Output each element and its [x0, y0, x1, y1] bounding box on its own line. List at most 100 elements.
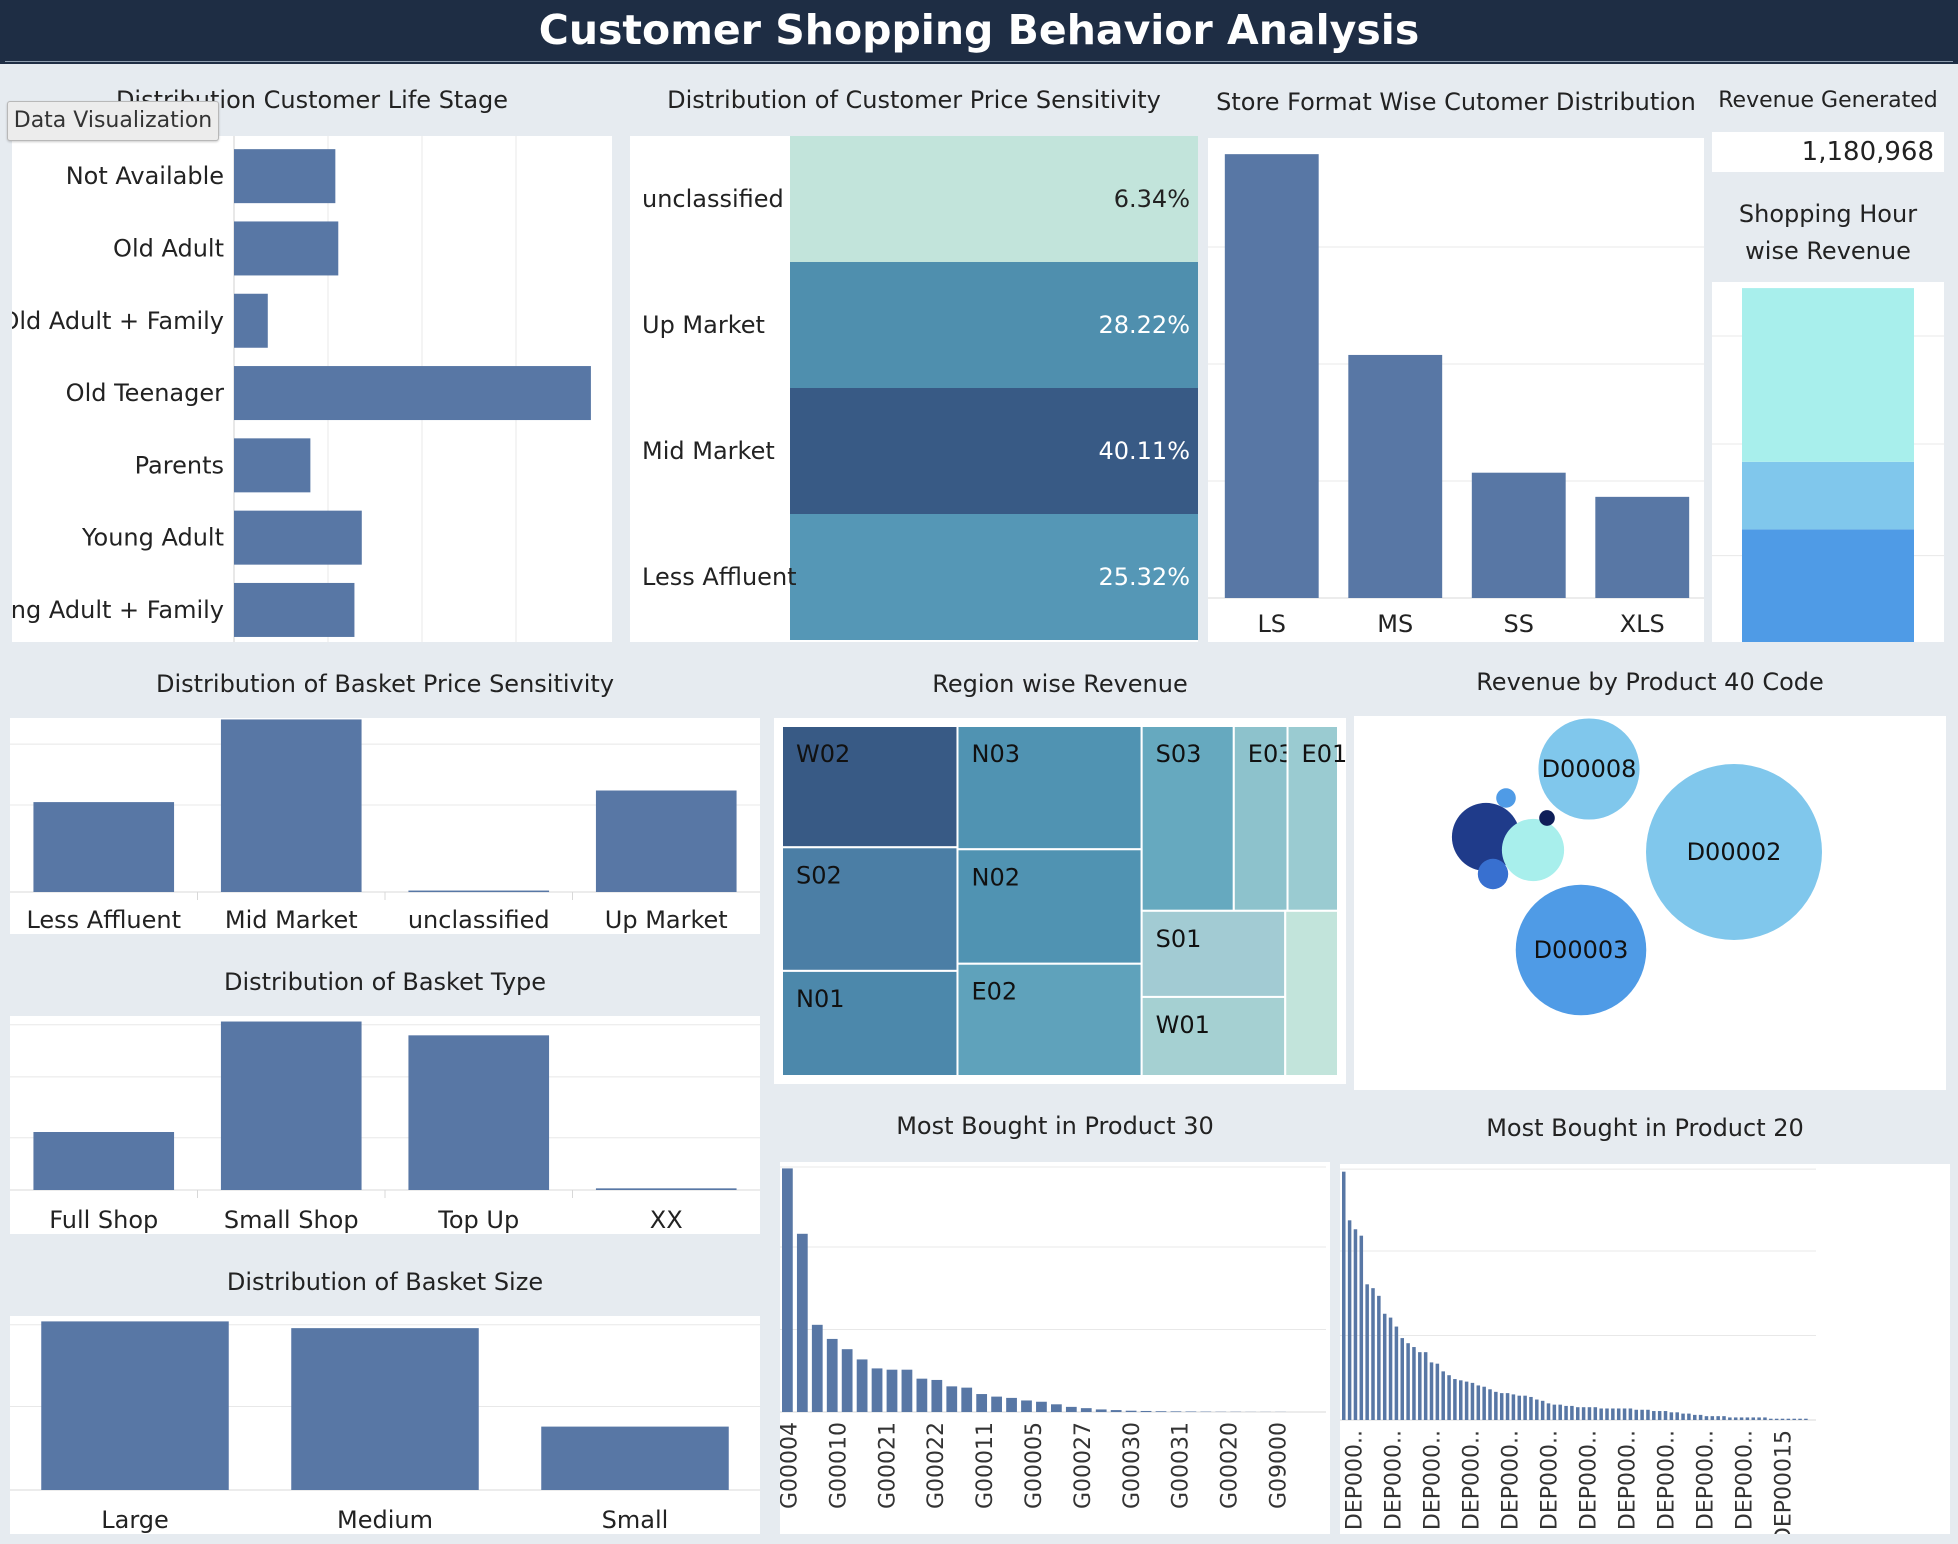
region-cell	[1284, 909, 1339, 1077]
store-format-label: XLS	[1620, 610, 1665, 638]
region-cell	[956, 725, 1143, 851]
product20-bar	[1792, 1418, 1796, 1420]
basket-price-label: unclassified	[408, 906, 550, 934]
product20-bar	[1464, 1381, 1469, 1420]
product20-bar	[1804, 1418, 1808, 1420]
product20-bar	[1429, 1362, 1434, 1420]
product40-title: Revenue by Product 40 Code	[1476, 668, 1824, 696]
product20-bar	[1798, 1418, 1802, 1420]
product20-bar	[1769, 1418, 1773, 1420]
life-stage-label: Young Adult + Family	[12, 596, 224, 624]
price-sensitivity-title: Distribution of Customer Price Sensitivi…	[667, 86, 1161, 114]
region-cell	[1140, 909, 1287, 998]
product20-bar	[1657, 1411, 1662, 1420]
region-label: E03	[1248, 740, 1294, 768]
product20-bar	[1459, 1380, 1463, 1420]
product20-bar	[1347, 1220, 1352, 1420]
life-stage-bar	[234, 582, 355, 637]
region-label: E02	[971, 978, 1017, 1006]
price-sensitivity-value: 25.32%	[1098, 563, 1190, 591]
product40-panel: D00002 D00003 D00008	[1354, 716, 1946, 1090]
product20-bar	[1640, 1409, 1644, 1420]
basket-price-label: Less Affluent	[26, 906, 181, 934]
basket-type-title: Distribution of Basket Type	[223, 968, 547, 996]
product30-bar	[1095, 1409, 1107, 1412]
region-cell	[781, 969, 959, 1077]
region-title: Region wise Revenue	[932, 670, 1188, 698]
product30-bar	[1110, 1410, 1122, 1412]
product20-bar	[1394, 1326, 1399, 1420]
product20-bar	[1728, 1417, 1732, 1420]
product30-tick-label: G00004	[780, 1422, 802, 1509]
product20-bar	[1494, 1391, 1498, 1420]
basket-size-chart: Large Medium Small	[10, 1321, 760, 1534]
basket-type-panel: Full Shop Small Shop Top Up XX	[10, 1016, 760, 1234]
region-cell	[1286, 725, 1340, 912]
data-visualization-tooltip[interactable]: Data Visualization	[7, 101, 219, 141]
product20-bar	[1739, 1417, 1744, 1420]
product20-bar	[1523, 1395, 1527, 1420]
life-stage-label: Parents	[135, 451, 224, 479]
product20-bar	[1593, 1407, 1598, 1420]
product30-tick-label: G09000	[1267, 1422, 1292, 1509]
price-sensitivity-band	[790, 262, 1198, 388]
product30-tick-label: G00021	[875, 1422, 900, 1509]
basket-type-label: Small Shop	[224, 1206, 359, 1234]
product20-bar	[1757, 1417, 1761, 1420]
product20-tick-label: DEP000..	[1499, 1430, 1524, 1530]
product30-bar	[856, 1359, 868, 1412]
product20-bar	[1751, 1417, 1756, 1420]
basket-size-title: Distribution of Basket Size	[226, 1268, 544, 1296]
price-sensitivity-value: 6.34%	[1114, 185, 1190, 213]
price-sensitivity-label: Up Market	[642, 311, 765, 339]
price-sensitivity-band	[790, 514, 1198, 640]
life-stage-bar	[234, 366, 591, 421]
price-sensitivity-label: Mid Market	[642, 437, 775, 465]
store-format-label: SS	[1504, 610, 1534, 638]
region-cell	[956, 962, 1143, 1078]
product20-bar	[1570, 1405, 1574, 1420]
product20-panel: DEP000.. DEP000.. DEP000.. DEP000.. DEP000..…	[1340, 1164, 1950, 1534]
life-stage-label: Old Adult	[113, 234, 224, 262]
product20-bar	[1511, 1394, 1516, 1420]
basket-type-bar	[33, 1132, 175, 1190]
product20-bar	[1780, 1418, 1785, 1420]
life-stage-bar	[234, 149, 336, 204]
product30-bar	[931, 1379, 943, 1412]
region-treemap: W02 S02 N01 N03 N02 E02 S03 E03 E01 S01 W01	[781, 725, 1346, 1078]
store-format-bar	[1595, 496, 1690, 598]
product40-bubble	[1477, 858, 1509, 890]
product20-bar	[1453, 1379, 1457, 1420]
product20-bar	[1710, 1416, 1715, 1420]
product20-bar	[1716, 1416, 1720, 1420]
life-stage-chart: Not Available Old Adult Old Adult + Family…	[12, 136, 591, 642]
region-cell	[1140, 995, 1287, 1077]
price-sensitivity-panel: unclassified 6.34% Up Market 28.22% Mid Mark…	[630, 136, 1198, 642]
product20-bar	[1634, 1409, 1639, 1420]
product30-bar	[1125, 1410, 1137, 1412]
product30-bar	[1140, 1410, 1152, 1412]
product20-bar	[1605, 1408, 1609, 1420]
product20-bar	[1388, 1317, 1393, 1420]
life-stage-label: Young Adult	[81, 524, 224, 552]
product20-bar	[1418, 1352, 1422, 1420]
product40-bubble	[1496, 788, 1516, 808]
product20-title: Most Bought in Product 20	[1486, 1114, 1804, 1142]
product30-bar	[1155, 1411, 1167, 1412]
region-label: E01	[1302, 740, 1346, 768]
life-stage-panel: Not Available Old Adult Old Adult + Family…	[12, 136, 612, 642]
basket-size-bar	[541, 1426, 729, 1490]
product30-bar	[1065, 1406, 1077, 1412]
store-format-label: LS	[1257, 610, 1286, 638]
product40-bubble	[1538, 718, 1640, 820]
product30-bar	[946, 1386, 958, 1412]
basket-price-label: Mid Market	[225, 906, 358, 934]
product20-bar	[1646, 1409, 1650, 1420]
shopping-hour-segment	[1742, 461, 1914, 530]
product30-tick-label: G00020	[1218, 1422, 1243, 1509]
product20-bar	[1581, 1407, 1586, 1420]
product30-bar	[796, 1233, 808, 1412]
life-stage-label: Old Adult + Family	[12, 307, 224, 335]
product20-bar	[1587, 1407, 1592, 1420]
life-stage-bar	[234, 438, 311, 493]
